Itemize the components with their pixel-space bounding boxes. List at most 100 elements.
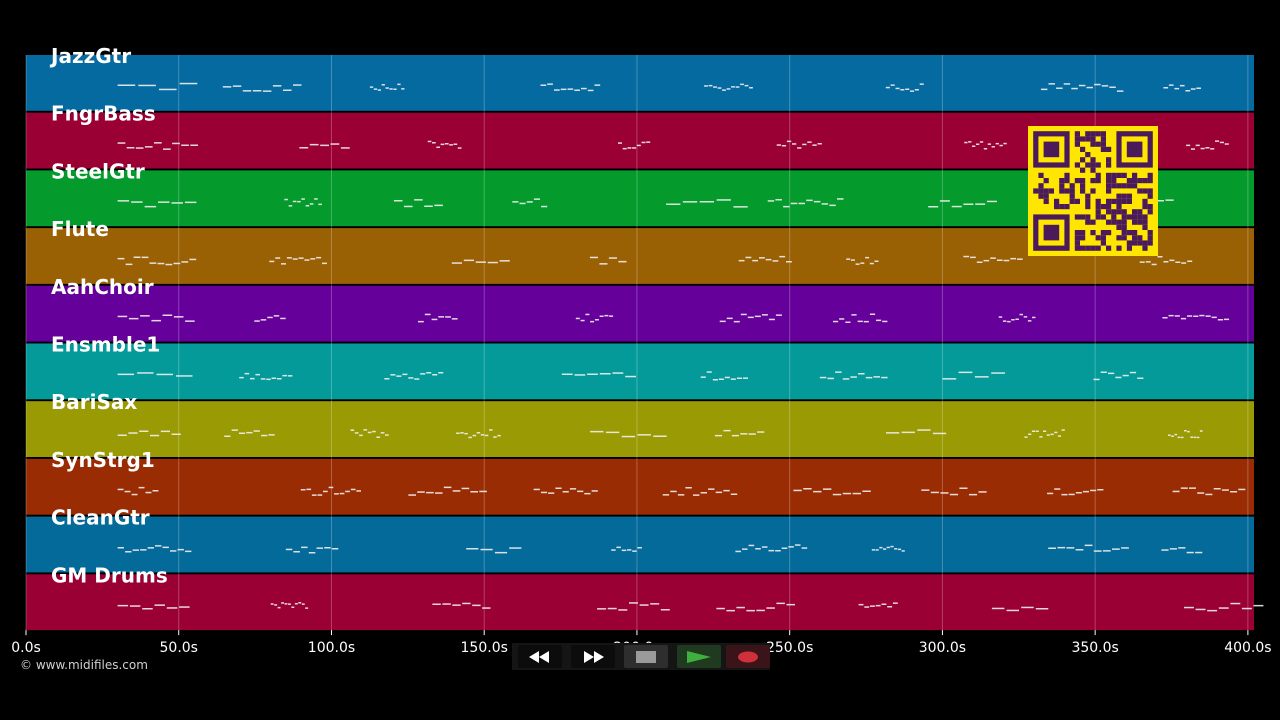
note-mark bbox=[147, 547, 154, 549]
note-mark bbox=[892, 602, 898, 604]
note-mark bbox=[479, 490, 487, 493]
note-mark bbox=[305, 205, 310, 207]
note-mark bbox=[285, 548, 293, 551]
note-mark bbox=[509, 547, 522, 549]
note-mark bbox=[1205, 493, 1213, 496]
note-mark bbox=[653, 435, 667, 437]
note-mark bbox=[748, 544, 755, 547]
note-mark bbox=[519, 202, 526, 205]
note-mark bbox=[897, 548, 902, 551]
note-mark bbox=[736, 606, 745, 609]
note-mark bbox=[1189, 487, 1196, 489]
note-mark bbox=[117, 200, 130, 202]
note-mark bbox=[626, 549, 632, 551]
note-mark bbox=[266, 378, 271, 381]
note-mark bbox=[1040, 88, 1048, 91]
note-mark bbox=[255, 373, 260, 376]
note-mark bbox=[976, 143, 980, 145]
note-mark bbox=[590, 320, 595, 323]
note-mark bbox=[149, 262, 157, 264]
note-mark bbox=[373, 88, 378, 90]
note-mark bbox=[1193, 436, 1197, 439]
note-mark bbox=[1122, 374, 1129, 377]
note-mark bbox=[468, 436, 472, 439]
note-mark bbox=[590, 430, 604, 433]
note-mark bbox=[910, 90, 915, 92]
note-mark bbox=[1230, 602, 1241, 605]
note-mark bbox=[1082, 490, 1089, 493]
note-mark bbox=[131, 493, 138, 496]
note-mark bbox=[444, 143, 449, 145]
note-mark bbox=[177, 548, 184, 551]
note-mark bbox=[363, 429, 368, 431]
note-mark bbox=[901, 550, 905, 552]
note-mark bbox=[1071, 87, 1078, 90]
note-mark bbox=[533, 488, 540, 491]
note-mark bbox=[484, 434, 489, 437]
note-mark bbox=[480, 548, 493, 551]
rewind-button[interactable] bbox=[518, 645, 562, 668]
note-mark bbox=[786, 603, 795, 606]
note-mark bbox=[865, 376, 873, 379]
note-mark bbox=[870, 605, 875, 607]
note-mark bbox=[716, 607, 725, 610]
note-mark bbox=[591, 490, 598, 492]
note-mark bbox=[842, 378, 850, 380]
note-mark bbox=[1039, 436, 1043, 438]
stop-button[interactable] bbox=[624, 645, 668, 668]
track-band bbox=[26, 516, 1254, 573]
transport-bar bbox=[512, 643, 770, 670]
track-band bbox=[26, 401, 1254, 457]
note-mark bbox=[1168, 314, 1174, 317]
note-mark bbox=[369, 86, 374, 88]
note-mark bbox=[1003, 142, 1007, 145]
note-mark bbox=[587, 89, 594, 92]
note-mark bbox=[1102, 550, 1111, 552]
note-mark bbox=[166, 607, 178, 609]
note-mark bbox=[314, 198, 318, 200]
note-mark bbox=[995, 142, 999, 145]
note-mark bbox=[282, 374, 287, 377]
note-mark bbox=[708, 488, 715, 490]
note-mark bbox=[745, 256, 752, 259]
note-mark bbox=[156, 373, 173, 376]
note-mark bbox=[324, 547, 331, 549]
note-mark bbox=[1230, 491, 1238, 493]
note-mark bbox=[1046, 434, 1050, 436]
note-mark bbox=[350, 429, 355, 431]
note-mark bbox=[914, 89, 919, 91]
note-mark bbox=[318, 203, 322, 206]
note-mark bbox=[594, 319, 599, 321]
note-mark bbox=[1200, 147, 1205, 150]
note-mark bbox=[1139, 261, 1145, 263]
note-mark bbox=[1199, 314, 1205, 317]
note-mark bbox=[991, 372, 1005, 374]
note-mark bbox=[775, 550, 781, 552]
record-button[interactable] bbox=[726, 645, 770, 668]
note-mark bbox=[431, 318, 438, 321]
play-button[interactable] bbox=[677, 645, 721, 668]
note-mark bbox=[747, 316, 754, 319]
note-mark bbox=[301, 546, 308, 549]
note-mark bbox=[540, 84, 547, 86]
note-mark bbox=[1035, 608, 1049, 610]
note-mark bbox=[1165, 199, 1174, 201]
note-mark bbox=[165, 263, 173, 266]
track-labels: JazzGtr FngrBass SteelGtr Flute AahChoir Ensm… bbox=[49, 44, 168, 587]
note-mark bbox=[472, 604, 481, 607]
track-label: CleanGtr bbox=[51, 506, 150, 530]
fast-forward-button[interactable] bbox=[571, 645, 615, 668]
note-mark bbox=[1163, 261, 1169, 263]
note-mark bbox=[813, 490, 822, 493]
note-mark bbox=[117, 604, 129, 607]
note-mark bbox=[803, 488, 812, 490]
note-mark bbox=[533, 198, 540, 200]
note-mark bbox=[759, 257, 765, 259]
track-label: AahChoir bbox=[51, 275, 154, 299]
track-band bbox=[26, 55, 1254, 111]
note-mark bbox=[1168, 434, 1171, 436]
note-mark bbox=[928, 206, 939, 208]
note-mark bbox=[959, 487, 968, 489]
note-mark bbox=[589, 256, 598, 259]
note-mark bbox=[270, 603, 274, 605]
